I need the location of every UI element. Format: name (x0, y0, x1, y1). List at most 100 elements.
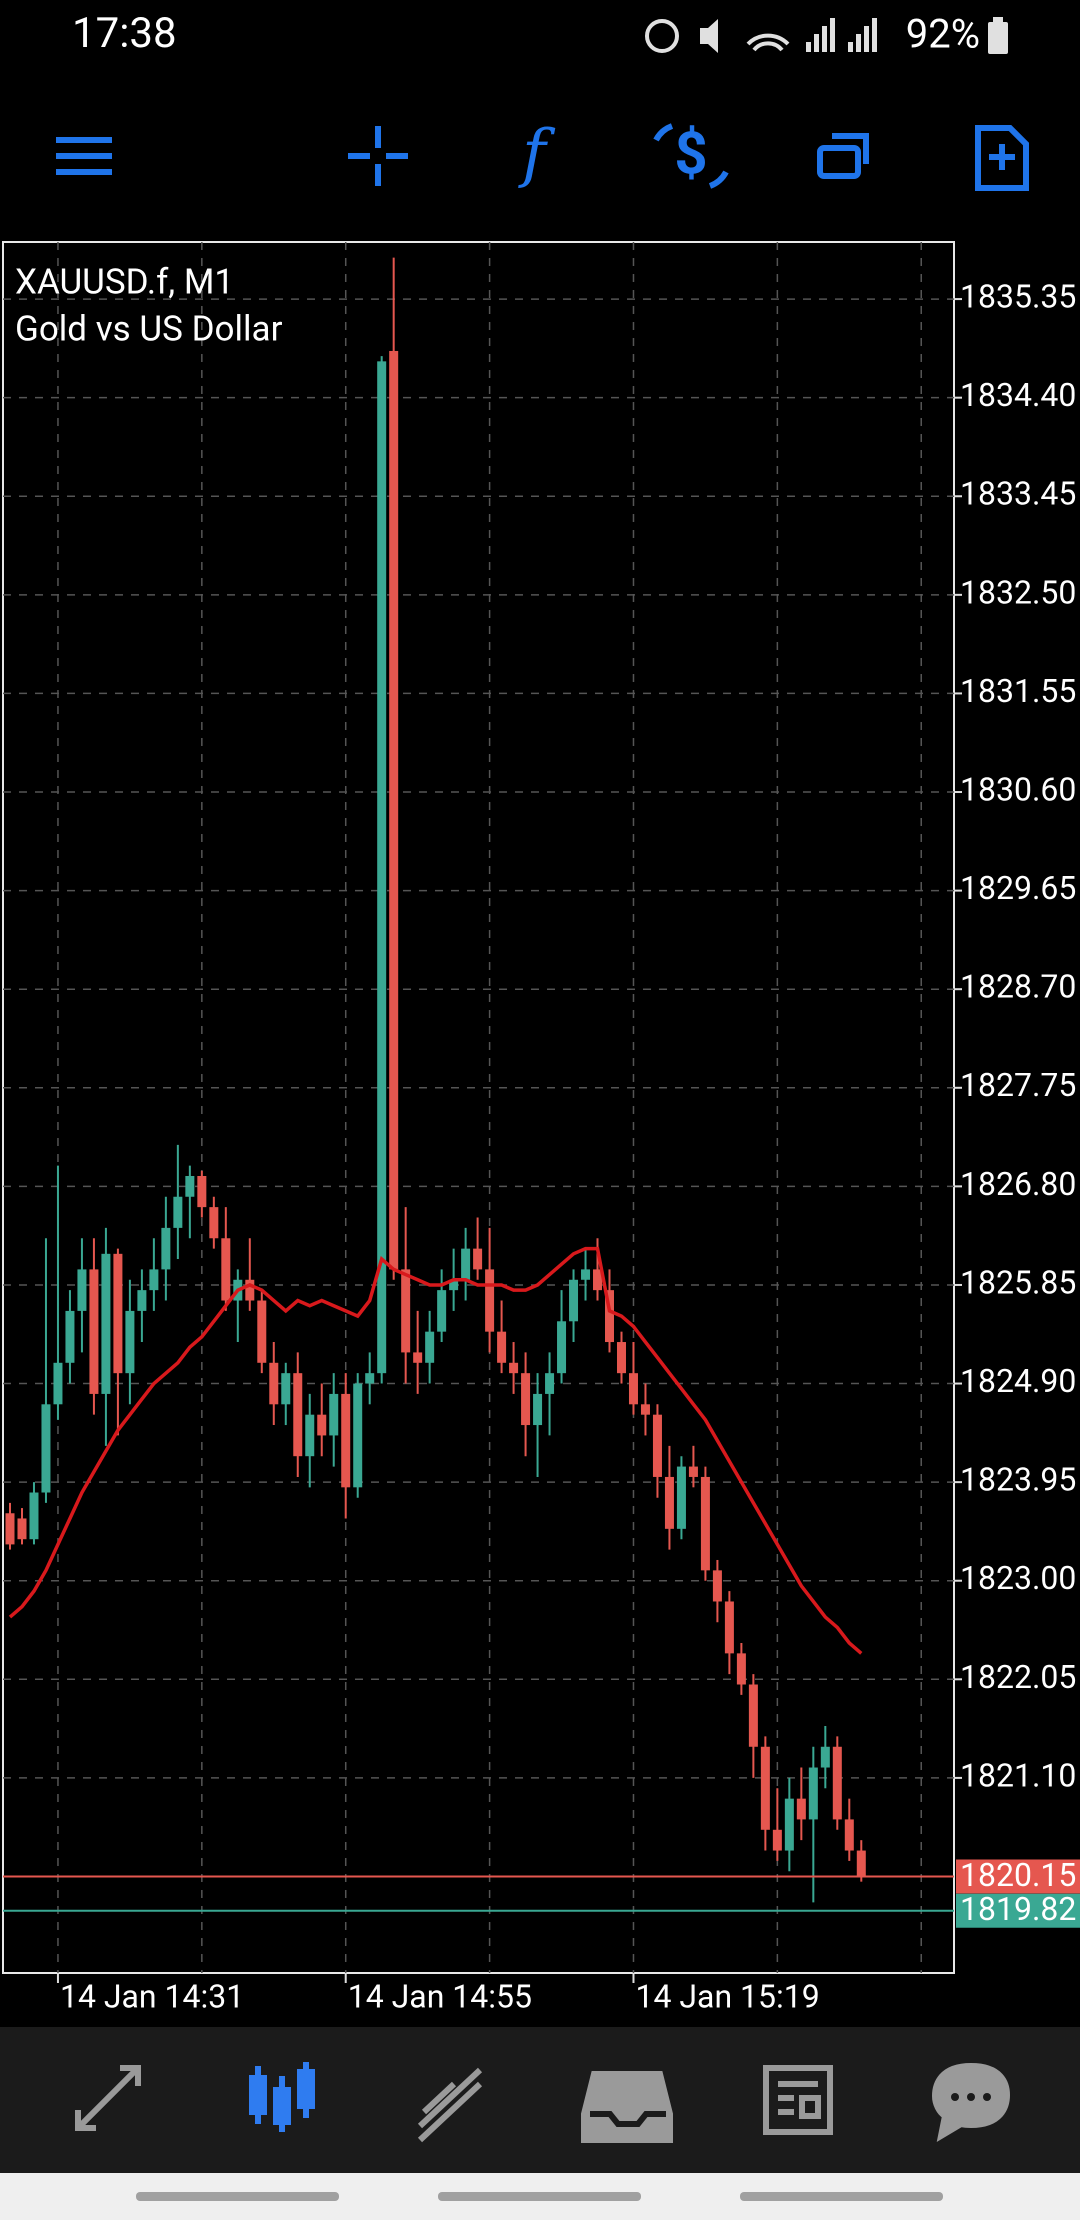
candle-body (449, 1279, 459, 1291)
y-tick-label: 1831.55 (960, 672, 1076, 710)
candle-body (281, 1373, 291, 1405)
candle-body (377, 361, 387, 1374)
ask-label: 1819.82 (960, 1890, 1076, 1928)
candle-body (688, 1466, 698, 1477)
y-tick-label: 1832.50 (960, 573, 1076, 611)
new-order-button[interactable] (975, 125, 1029, 191)
chart-symbol: XAUUSD.f, M1 (15, 261, 234, 302)
news-tab[interactable] (763, 2065, 833, 2135)
trade-button[interactable]: $ (653, 120, 729, 189)
candle-body (305, 1414, 315, 1457)
y-tick-label: 1828.70 (960, 968, 1076, 1006)
candle-body (509, 1362, 519, 1374)
y-tick-label: 1835.35 (960, 278, 1076, 316)
candle-body (640, 1404, 650, 1415)
y-tick-label: 1826.80 (960, 1165, 1076, 1203)
nav-icons (75, 2062, 1011, 2143)
candle-body (149, 1269, 159, 1291)
candle-body (161, 1227, 171, 1270)
crosshair-button[interactable] (348, 126, 408, 186)
chart-tab[interactable] (249, 2062, 315, 2132)
y-tick-label: 1834.40 (960, 376, 1076, 414)
candle-body (209, 1207, 219, 1239)
x-tick-label: 14 Jan 14:55 (348, 1977, 532, 2015)
windows-button[interactable] (817, 133, 869, 179)
y-tick-label: 1822.05 (960, 1658, 1076, 1696)
y-tick-label: 1830.60 (960, 770, 1076, 808)
candle-body (413, 1352, 423, 1363)
candle-body (616, 1342, 626, 1374)
candle-body (245, 1279, 255, 1301)
moving-average (8, 1246, 863, 1655)
bid-label: 1820.15 (960, 1856, 1076, 1894)
bid-label-bg (956, 1859, 1080, 1894)
candle-body (628, 1373, 638, 1405)
candle-body (605, 1290, 614, 1343)
candle-body (760, 1746, 770, 1830)
candle-body (89, 1269, 99, 1394)
candle-body (41, 1404, 51, 1493)
y-tick-label: 1829.65 (960, 869, 1076, 907)
status-icons (645, 17, 1008, 54)
candle-body (772, 1829, 782, 1851)
candle-body (317, 1414, 327, 1436)
candle-body (664, 1476, 674, 1529)
candle-body (257, 1300, 267, 1363)
candle-body (593, 1269, 603, 1291)
candle-body (652, 1414, 662, 1477)
svg-text:$: $ (674, 120, 707, 188)
status-time: 17:38 (72, 9, 177, 58)
candle-body (676, 1466, 686, 1529)
bottom-nav (0, 2027, 1080, 2173)
candle-body (856, 1850, 866, 1877)
candle-body (197, 1175, 207, 1208)
candle-body (425, 1331, 435, 1363)
x-tick-label: 14 Jan 14:31 (60, 1977, 244, 2015)
chat-tab[interactable] (931, 2062, 1011, 2143)
candle-body (341, 1393, 351, 1488)
candle-body (473, 1248, 483, 1270)
candle-body (832, 1746, 842, 1820)
candle-body (545, 1373, 555, 1394)
candle-body (796, 1798, 806, 1820)
candle-body (736, 1653, 746, 1685)
history-tab[interactable] (581, 2071, 673, 2143)
candle-body (29, 1492, 39, 1540)
candle-body (5, 1513, 15, 1545)
candle-body (808, 1767, 818, 1820)
plot (3, 242, 954, 1973)
candle-body (221, 1238, 231, 1301)
candle-body (125, 1310, 135, 1374)
candle-body (700, 1476, 710, 1571)
quotes-tab[interactable] (75, 2065, 141, 2131)
candle-body (353, 1383, 363, 1488)
candle-body (497, 1331, 507, 1363)
y-tick-label: 1825.85 (960, 1263, 1076, 1301)
candle-body (101, 1253, 111, 1394)
status-battery: 92% (906, 11, 980, 58)
candle-body (784, 1798, 794, 1851)
y-tick-label: 1827.75 (960, 1066, 1076, 1104)
y-tick-label: 1833.45 (960, 475, 1076, 513)
candle-body (173, 1196, 183, 1228)
chart-description: Gold vs US Dollar (15, 308, 283, 349)
candle-body (389, 350, 399, 1270)
candle-body (113, 1253, 123, 1374)
candle-body (521, 1373, 531, 1426)
candle-body (437, 1290, 447, 1332)
candle-body (533, 1393, 543, 1426)
candle-body (557, 1321, 567, 1374)
candle-body (581, 1269, 591, 1280)
candle-body (485, 1269, 495, 1332)
y-tick-label: 1821.10 (960, 1756, 1076, 1794)
x-tick-label: 14 Jan 15:19 (635, 1977, 819, 2015)
candle-body (269, 1362, 279, 1405)
candle-body (724, 1601, 734, 1654)
trade-tab[interactable] (417, 2067, 483, 2143)
menu-button[interactable] (56, 137, 112, 175)
candle-body (365, 1373, 375, 1384)
ask-label-bg (956, 1893, 1080, 1928)
candle-body (53, 1362, 63, 1405)
system-nav-pill (740, 2192, 943, 2201)
